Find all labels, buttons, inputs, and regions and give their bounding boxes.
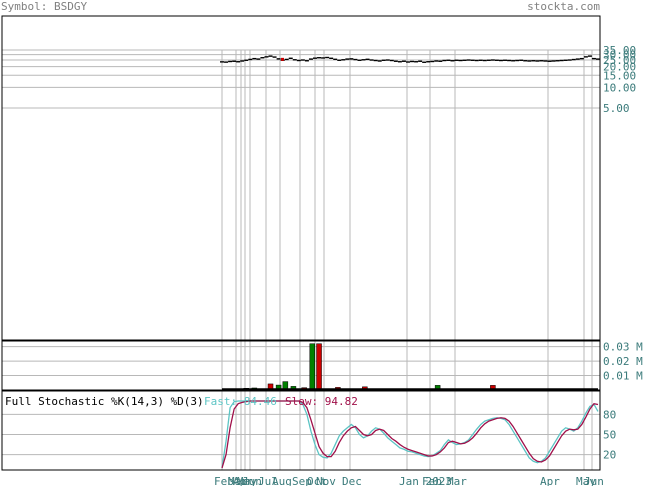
stoch-frame [1, 390, 601, 471]
volume-tick-label: 0.02 M [603, 355, 643, 368]
x-tick-label: Aug [272, 475, 292, 486]
price-tick-label: 25.00 [603, 54, 636, 67]
x-tick-label: Feb [422, 475, 442, 486]
price-tick-label: 20.00 [603, 61, 636, 74]
x-tick-label: Mar [447, 475, 467, 486]
x-tick-label: Jan 2023 [399, 475, 452, 486]
x-tick-label: Sep [292, 475, 312, 486]
volume-bar-down [316, 343, 322, 391]
x-tick-label: Jun [584, 475, 604, 486]
stoch-fast-label: Fast: 84.46 [204, 395, 277, 408]
x-tick-label: Oct [307, 475, 327, 486]
grid-lines [2, 49, 600, 470]
x-tick-label: Jul [258, 475, 278, 486]
stochastic-panel [221, 400, 599, 469]
header-symbol: Symbol: BSDGY [1, 0, 88, 13]
price-tick-label: 15.00 [603, 69, 636, 82]
stoch-tick-label: 20 [603, 449, 616, 462]
x-tick-label: Feb [214, 475, 234, 486]
slow-line [221, 400, 599, 469]
stoch-tick-label: 80 [603, 408, 616, 421]
stoch-title: Full Stochastic %K(14,3) %D(3) [5, 395, 204, 408]
volume-frame [1, 340, 601, 391]
volume-bar-up [309, 343, 316, 391]
x-tick-label: Apr [233, 475, 253, 486]
x-tick-label: Nov [316, 475, 336, 486]
stoch-slow-label: Slow: 94.82 [285, 395, 358, 408]
header-site[interactable]: stockta.com [527, 0, 600, 13]
x-tick-label: Apr [540, 475, 560, 486]
x-tick-label: May [237, 475, 257, 486]
x-tick-label: Jun [242, 475, 262, 486]
volume-tick-label: 0.03 M [603, 341, 643, 354]
panel-frames [1, 15, 601, 471]
price-tick-label: 30.00 [603, 49, 636, 62]
volume-panel [222, 343, 598, 391]
price-tick-label: 10.00 [603, 81, 636, 94]
x-tick-label: May [576, 475, 596, 486]
x-tick-label: Mar [228, 475, 248, 486]
price-tick-label: 5.00 [603, 102, 630, 115]
price-frame [1, 15, 601, 341]
price-tick-label: 35.00 [603, 44, 636, 57]
stoch-tick-label: 50 [603, 429, 616, 442]
volume-tick-label: 0.01 M [603, 370, 643, 383]
x-tick-label: Dec [342, 475, 362, 486]
price-panel [220, 55, 600, 63]
price-down-mark [281, 57, 284, 61]
